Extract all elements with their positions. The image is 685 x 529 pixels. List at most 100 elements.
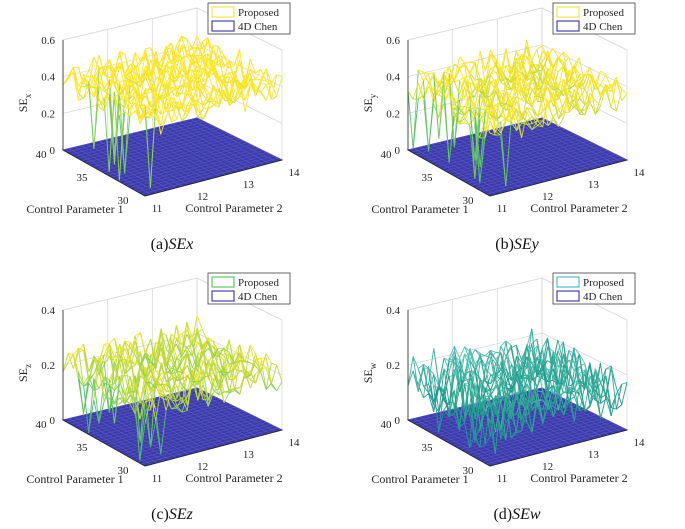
proposed-mesh-line	[526, 39, 533, 74]
proposed-mesh-line	[621, 93, 628, 101]
proposed-mesh-line	[443, 393, 450, 411]
proposed-mesh-line	[443, 368, 450, 405]
proposed-mesh-line	[145, 369, 152, 378]
proposed-mesh-line	[114, 361, 121, 385]
proposed-mesh-line	[454, 79, 460, 83]
y-tick-label: 14	[634, 167, 646, 179]
proposed-mesh-line	[490, 104, 496, 109]
x-tick-label: 30	[463, 195, 475, 207]
proposed-mesh-line	[108, 91, 115, 172]
proposed-mesh-line	[464, 346, 471, 353]
proposed-mesh-line	[464, 348, 471, 379]
proposed-mesh-line	[208, 73, 214, 78]
proposed-mesh-line	[129, 52, 136, 72]
proposed-mesh-line	[155, 386, 162, 398]
proposed-mesh-line	[176, 92, 183, 95]
proposed-mesh-line	[160, 384, 167, 395]
proposed-mesh-line	[155, 328, 162, 355]
z-axis-label: SEw	[361, 362, 378, 383]
proposed-mesh-line	[124, 340, 131, 343]
z-tick-label: 0.4	[386, 72, 400, 84]
proposed-mesh-line	[78, 78, 84, 87]
proposed-mesh-line	[202, 393, 209, 407]
proposed-mesh-line	[139, 381, 146, 404]
proposed-mesh-line	[500, 90, 507, 104]
proposed-mesh-line	[552, 350, 559, 366]
proposed-mesh-line	[495, 110, 502, 134]
proposed-mesh-line	[218, 81, 225, 95]
proposed-mesh-line	[484, 110, 491, 120]
proposed-mesh-line	[537, 64, 543, 66]
proposed-mesh-line	[469, 95, 476, 98]
proposed-mesh-line	[490, 407, 497, 425]
proposed-mesh-line	[428, 72, 435, 84]
proposed-mesh-line	[160, 46, 167, 62]
proposed-mesh-line	[212, 346, 219, 353]
proposed-mesh-line	[103, 376, 110, 381]
proposed-mesh-line	[213, 68, 220, 92]
proposed-mesh-line	[265, 382, 272, 390]
proposed-mesh-line	[83, 74, 89, 78]
proposed-mesh-line	[202, 351, 209, 363]
proposed-mesh-line	[423, 385, 429, 393]
proposed-mesh-line	[129, 87, 136, 94]
z-gridline	[407, 277, 543, 311]
proposed-mesh-line	[223, 72, 230, 76]
proposed-mesh-line	[526, 89, 533, 104]
proposed-mesh-line	[605, 89, 612, 92]
panel-caption: (b)SEy	[495, 236, 539, 253]
proposed-mesh-line	[557, 357, 565, 370]
proposed-mesh-line	[129, 90, 136, 100]
proposed-mesh-line	[469, 371, 476, 420]
proposed-mesh-line	[443, 67, 450, 80]
proposed-mesh-line	[212, 46, 219, 70]
proposed-mesh-line	[469, 88, 476, 94]
proposed-mesh-line	[228, 368, 235, 373]
proposed-mesh-line	[213, 104, 220, 108]
proposed-mesh-line	[176, 357, 183, 374]
proposed-mesh-line	[181, 93, 188, 109]
proposed-mesh-line	[260, 92, 267, 101]
proposed-mesh-line	[453, 366, 461, 410]
proposed-mesh-line	[542, 399, 549, 408]
proposed-mesh-line	[176, 349, 183, 359]
chen-mesh-line	[142, 130, 227, 175]
proposed-mesh-line	[558, 78, 565, 85]
proposed-mesh-line	[541, 366, 549, 382]
proposed-mesh-line	[521, 383, 528, 410]
proposed-mesh-line	[155, 332, 162, 365]
proposed-mesh-line	[600, 84, 607, 91]
proposed-mesh-line	[155, 107, 162, 115]
proposed-mesh-line	[186, 380, 193, 411]
proposed-mesh-line	[207, 340, 214, 355]
proposed-mesh-line	[438, 383, 445, 402]
proposed-mesh-line	[510, 68, 517, 83]
proposed-mesh-line	[552, 388, 559, 417]
proposed-mesh-line	[464, 62, 471, 75]
proposed-mesh-line	[160, 332, 167, 350]
proposed-mesh-line	[433, 348, 440, 384]
proposed-mesh-line	[213, 66, 220, 79]
proposed-mesh-line	[160, 47, 167, 71]
proposed-mesh-line	[176, 325, 183, 346]
proposed-mesh-line	[213, 100, 220, 104]
proposed-mesh-line	[537, 95, 543, 99]
proposed-mesh-line	[191, 331, 198, 357]
z-tick-label: 0.2	[41, 360, 55, 372]
proposed-mesh-line	[192, 353, 199, 368]
proposed-mesh-line	[166, 371, 173, 399]
proposed-mesh-line	[584, 101, 591, 106]
proposed-mesh-line	[181, 115, 188, 122]
proposed-mesh-line	[495, 381, 502, 404]
proposed-mesh-line	[88, 359, 95, 373]
x-tick-label: 30	[118, 465, 130, 477]
proposed-mesh-line	[228, 90, 236, 106]
proposed-mesh-line	[485, 95, 491, 98]
proposed-mesh-line	[552, 385, 559, 411]
proposed-mesh-line	[459, 56, 466, 64]
legend-label: Proposed	[583, 7, 624, 19]
proposed-mesh-line	[579, 366, 586, 375]
proposed-mesh-line	[558, 380, 565, 390]
proposed-mesh-line	[500, 77, 507, 83]
proposed-mesh-line	[490, 68, 497, 73]
